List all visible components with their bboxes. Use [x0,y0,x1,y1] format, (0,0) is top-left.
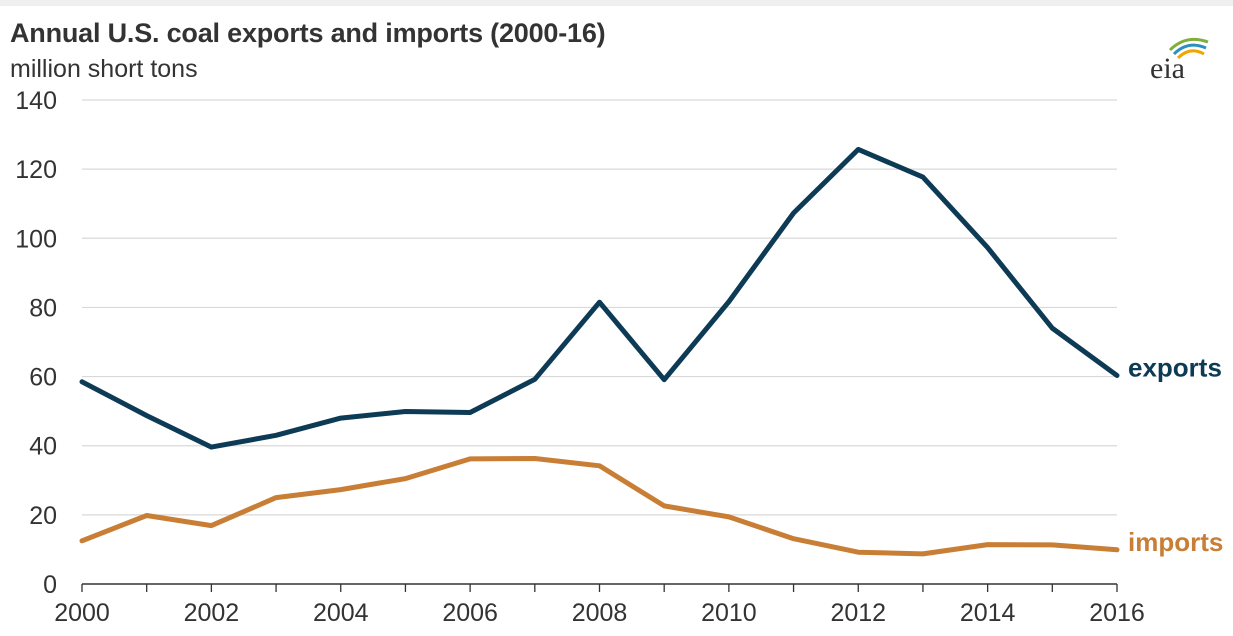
x-tick-label: 2008 [572,599,628,627]
x-tick-label: 2004 [313,599,369,627]
x-axis-tick-labels: 2000 2002 2004 2006 2008 2010 2012 2014 2016 [54,599,1145,627]
y-tick-label: 60 [29,364,57,392]
x-tick-label: 2006 [442,599,498,627]
chart-unit-label: million short tons [10,55,198,83]
series-line-exports [79,146,1120,450]
x-axis [81,583,1118,592]
x-tick-label: 2016 [1089,599,1145,627]
y-tick-label: 120 [15,156,57,184]
chart-title: Annual U.S. coal exports and imports (20… [10,18,606,48]
y-tick-label: 20 [29,502,57,530]
gridlines [82,99,1117,516]
x-tick-label: 2002 [184,599,240,627]
x-tick-label: 2000 [54,599,110,627]
y-axis-tick-labels: 0 20 40 60 80 100 120 140 [15,87,57,599]
y-tick-label: 40 [29,433,57,461]
y-tick-label: 140 [15,87,57,115]
eia-logo-text: eia [1150,52,1185,84]
series-line-imports [79,456,1120,557]
series-label-exports: exports [1128,353,1222,383]
x-tick-label: 2010 [701,599,757,627]
x-tick-label: 2014 [960,599,1016,627]
series-labels: exports imports [1128,353,1223,557]
y-tick-label: 100 [15,225,57,253]
series-label-imports: imports [1128,527,1223,557]
y-tick-label: 0 [43,571,57,599]
series-lines [79,146,1120,557]
x-tick-label: 2012 [830,599,886,627]
y-tick-label: 80 [29,294,57,322]
eia-logo: eia [1150,37,1209,84]
